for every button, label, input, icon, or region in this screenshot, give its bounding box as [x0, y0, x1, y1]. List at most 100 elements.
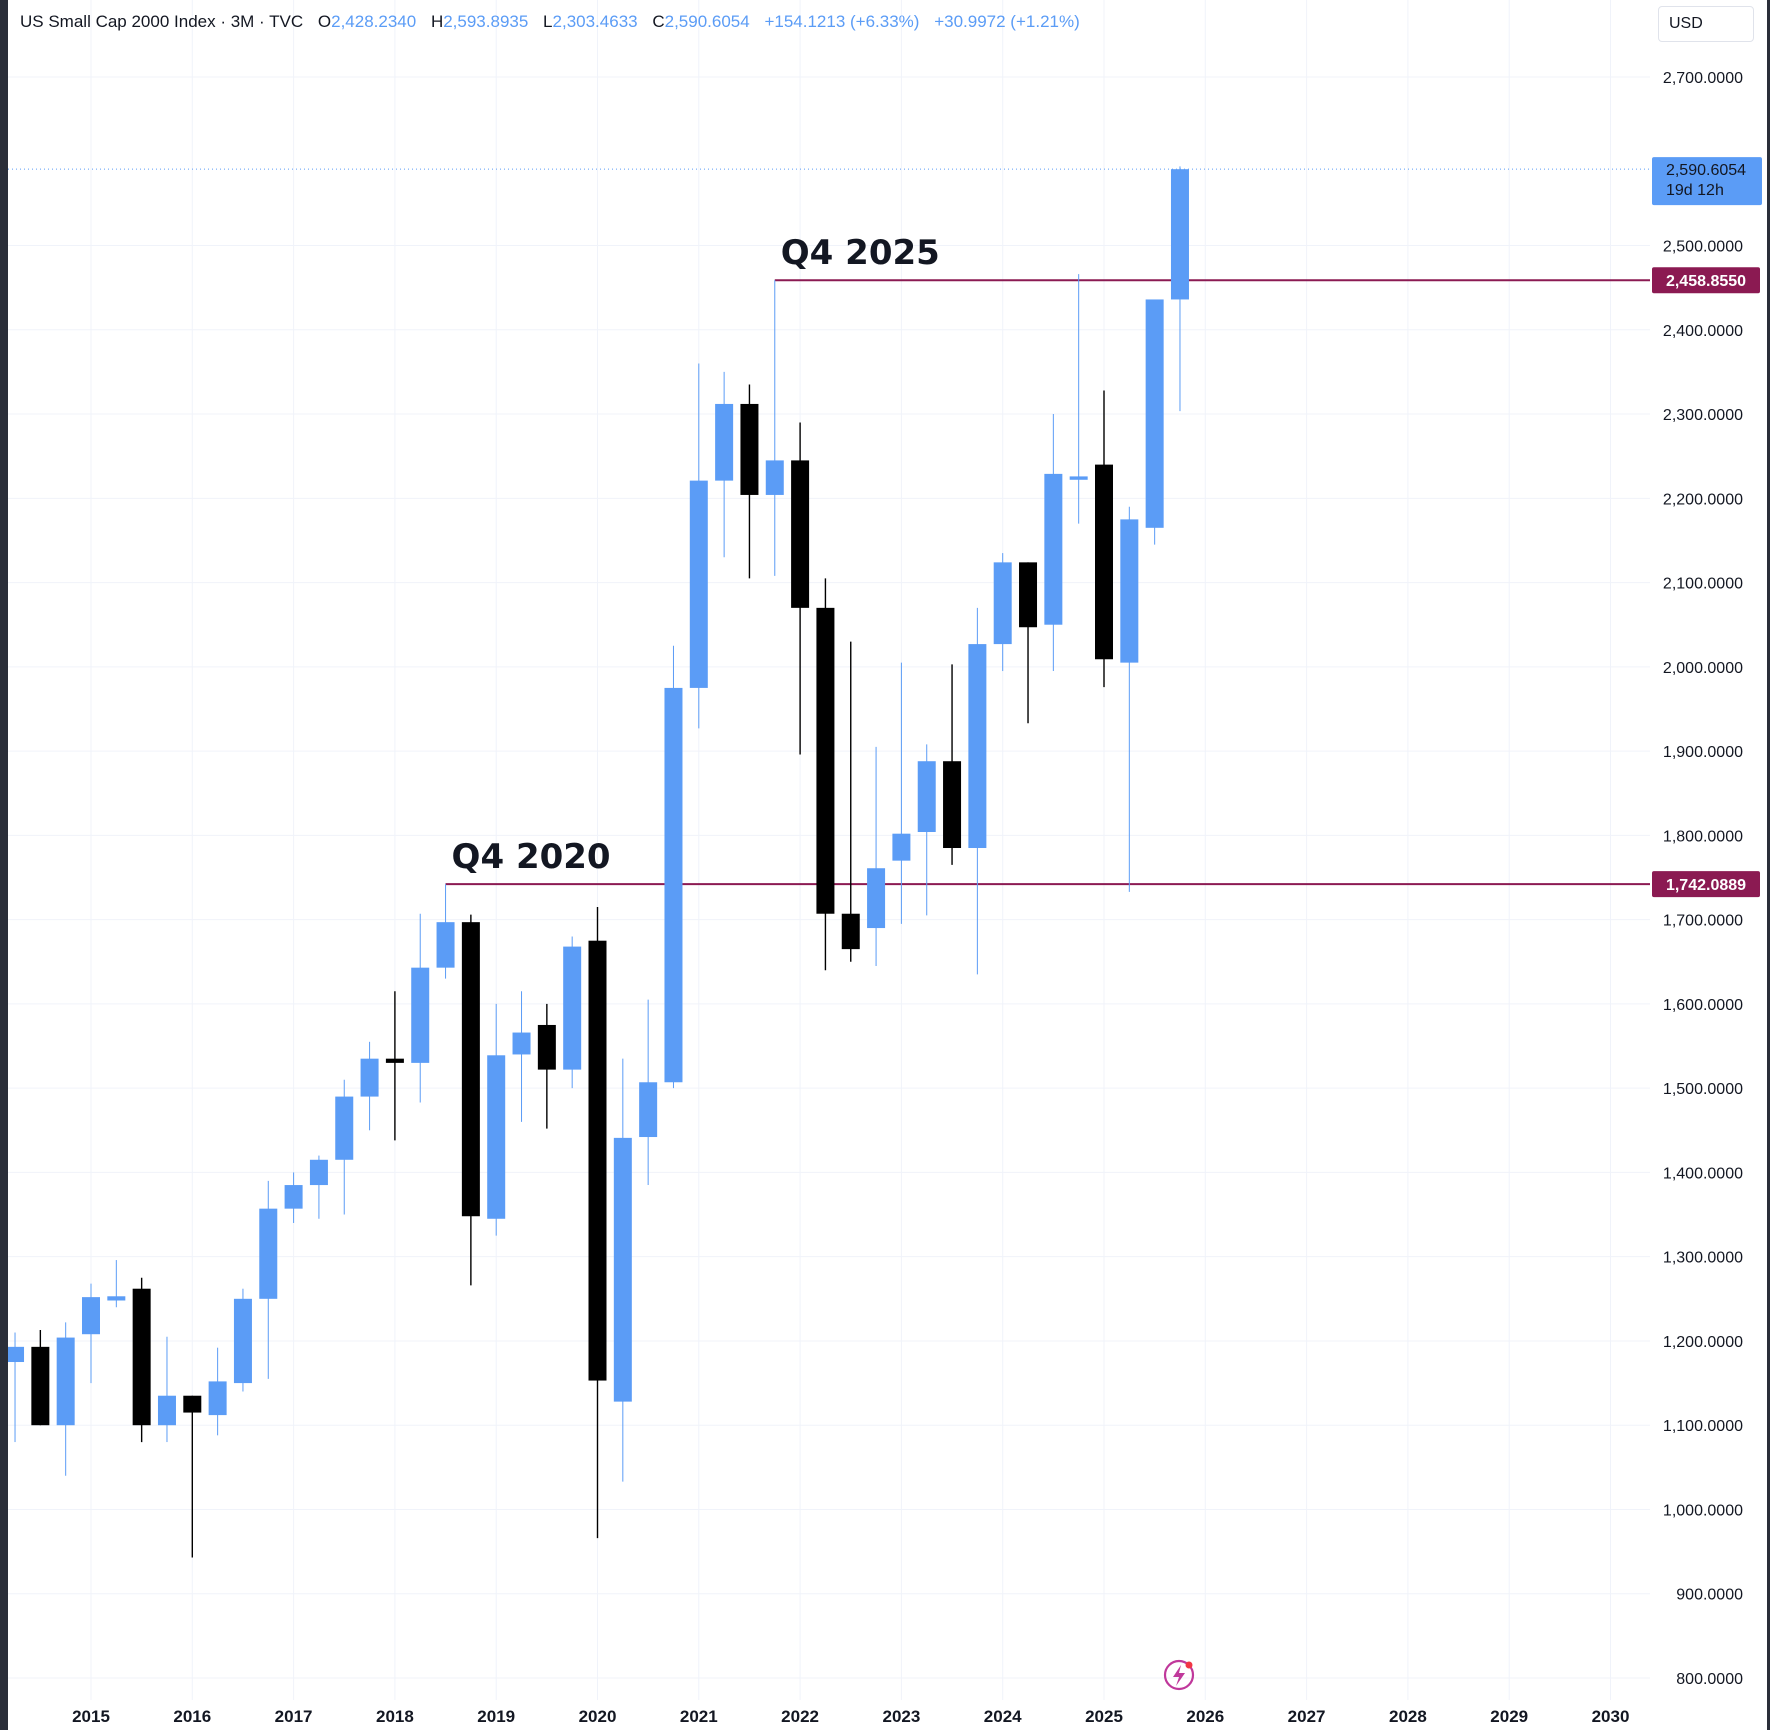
candle-body [1170, 169, 1189, 300]
candle-body [512, 1032, 531, 1055]
y-tick-label: 1,400.0000 [1663, 1165, 1743, 1182]
candle-body [943, 761, 962, 849]
candle-body [132, 1288, 151, 1426]
open-value: 2,428.2340 [331, 12, 417, 31]
candle-body [639, 1082, 658, 1138]
candle-body [917, 761, 936, 832]
y-tick-label: 1,000.0000 [1663, 1502, 1743, 1519]
x-tick-label: 2018 [376, 1707, 414, 1726]
candle-body [689, 480, 708, 688]
y-tick-label: 1,800.0000 [1663, 828, 1743, 845]
x-tick-label: 2015 [72, 1707, 110, 1726]
candle-body [487, 1055, 506, 1219]
candle-body [284, 1185, 303, 1209]
symbol-legend[interactable]: US Small Cap 2000 Index · 3M · TVC O2,42… [20, 12, 1080, 36]
candlestick-series [6, 166, 1189, 1558]
low-label: L [543, 12, 553, 31]
y-tick-label: 1,700.0000 [1663, 913, 1743, 930]
candle-body [664, 687, 683, 1083]
y-tick-label: 800.0000 [1676, 1671, 1743, 1688]
price-axis[interactable]: 800.0000 900.0000 1,000.0000 1,100.0000 1,20… [1652, 70, 1762, 1688]
x-tick-label: 2027 [1288, 1707, 1326, 1726]
y-tick-label: 1,200.0000 [1663, 1334, 1743, 1351]
y-tick-label: 2,300.0000 [1663, 407, 1743, 424]
y-tick-label: 1,500.0000 [1663, 1081, 1743, 1098]
x-tick-label: 2026 [1186, 1707, 1224, 1726]
candle-body [461, 922, 480, 1217]
x-tick-label: 2023 [882, 1707, 920, 1726]
level-badge-label: 2,458.8550 [1666, 273, 1746, 290]
candle-body [233, 1298, 252, 1384]
candle-body [107, 1296, 126, 1301]
low-value: 2,303.4633 [552, 12, 638, 31]
candle-body [1120, 519, 1139, 663]
y-tick-label: 2,500.0000 [1663, 239, 1743, 256]
candle-body [183, 1395, 202, 1413]
x-tick-label: 2028 [1389, 1707, 1427, 1726]
last-price-label: 2,590.6054 [1666, 162, 1746, 179]
level-badge [1652, 267, 1760, 294]
candle-body [867, 868, 886, 929]
y-tick-label: 1,300.0000 [1663, 1250, 1743, 1267]
x-tick-label: 2021 [680, 1707, 718, 1726]
lightning-logo-icon[interactable] [1162, 1658, 1196, 1692]
y-tick-label: 2,200.0000 [1663, 491, 1743, 508]
high-label: H [430, 12, 444, 31]
level-badge-label: 1,742.0889 [1666, 877, 1746, 894]
candle-body [436, 922, 455, 968]
candle-body [816, 607, 835, 914]
candle-body [259, 1208, 278, 1299]
high-value: 2,593.8935 [443, 12, 529, 31]
candle-body [715, 403, 734, 481]
candle-body [563, 946, 582, 1070]
candle-body [385, 1058, 404, 1063]
close-value: 2,590.6054 [664, 12, 750, 31]
candle-body [208, 1381, 227, 1416]
candle-body [1069, 476, 1088, 480]
horizontal-levels: Q4 2025 Q4 2020 [8, 168, 1650, 886]
x-tick-label: 2016 [173, 1707, 211, 1726]
candle-body [765, 460, 784, 495]
x-tick-label: 2022 [781, 1707, 819, 1726]
x-tick-label: 2024 [984, 1707, 1022, 1726]
y-tick-label: 2,100.0000 [1663, 576, 1743, 593]
x-tick-label: 2017 [275, 1707, 313, 1726]
last-price-badge [1652, 157, 1762, 206]
y-tick-label: 1,900.0000 [1663, 744, 1743, 761]
candle-body [968, 644, 987, 849]
symbol-name[interactable]: US Small Cap 2000 Index · 3M · TVC [20, 12, 304, 31]
y-tick-label: 900.0000 [1676, 1587, 1743, 1604]
candle-body [157, 1395, 176, 1426]
candle-body [56, 1337, 75, 1426]
candle-body [791, 460, 810, 608]
candle-body [588, 940, 607, 1381]
y-tick-label: 2,000.0000 [1663, 660, 1743, 677]
x-tick-label: 2025 [1085, 1707, 1123, 1726]
change-last-value: +30.9972 (+1.21%) [934, 12, 1080, 31]
y-tick-label: 1,100.0000 [1663, 1418, 1743, 1435]
candle-body [892, 833, 911, 861]
level-badge [1652, 871, 1760, 898]
candle-body [841, 913, 860, 950]
right-border [1767, 0, 1770, 1730]
candle-body [613, 1137, 632, 1402]
candle-body [6, 1346, 25, 1363]
candle-body [1145, 299, 1164, 528]
candle-body [537, 1024, 556, 1070]
y-tick-label: 2,400.0000 [1663, 323, 1743, 340]
time-axis[interactable]: 2015 2016 2017 2018 2019 2020 2021 2022 2023 2024… [72, 1707, 1629, 1726]
y-tick-label: 2,700.0000 [1663, 70, 1743, 87]
level-annotation: Q4 2025 [781, 233, 940, 273]
y-tick-label: 1,600.0000 [1663, 997, 1743, 1014]
countdown-label: 19d 12h [1666, 182, 1724, 199]
currency-selector[interactable]: USD [1658, 6, 1754, 42]
candle-body [360, 1058, 379, 1097]
candle-body [993, 562, 1012, 645]
open-label: O [317, 12, 332, 31]
candle-body [1044, 473, 1063, 625]
left-border [0, 0, 8, 1730]
level-annotation: Q4 2020 [452, 837, 611, 877]
x-tick-label: 2019 [477, 1707, 515, 1726]
